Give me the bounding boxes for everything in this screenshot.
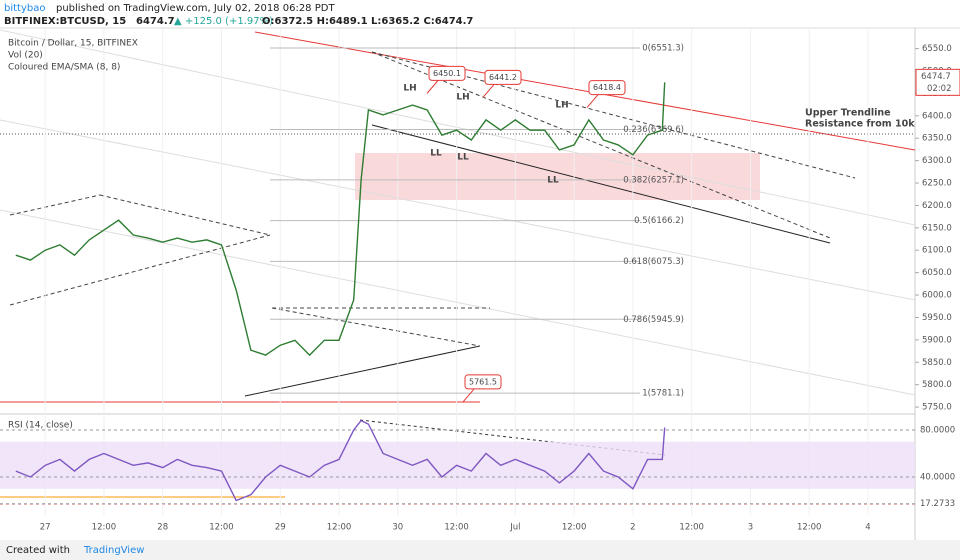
- y-tick-label: 5750.0: [922, 403, 952, 413]
- callout-pointer: [426, 79, 440, 94]
- trendline-label: Resistance from 10k: [805, 119, 915, 130]
- y-tick-label: 6200.0: [922, 201, 952, 211]
- x-tick-label: Jul: [509, 523, 520, 533]
- swing-label: LL: [457, 153, 469, 163]
- trendline: [99, 194, 271, 236]
- x-tick-label: 3: [748, 523, 753, 533]
- callout-label: 6418.4: [593, 83, 621, 92]
- rsi-title: RSI (14, close): [8, 421, 73, 431]
- zone: [355, 153, 760, 200]
- price-line: [15, 419, 666, 502]
- last-price-box: [915, 68, 960, 96]
- swing-label: LL: [547, 176, 559, 186]
- callout: [464, 374, 502, 390]
- callout-label: 5761.5: [469, 377, 497, 386]
- callout: [484, 69, 522, 85]
- x-tick-label: 12:00: [92, 523, 117, 533]
- legend-entry: Bitcoin / Dollar, 15, BITFINEX: [8, 39, 138, 49]
- price-line: [15, 82, 666, 357]
- y-tick-label: 6250.0: [922, 179, 952, 189]
- fib-label: 0.786(5945.9): [623, 315, 684, 325]
- y-tick-label: 5800.0: [922, 380, 952, 390]
- x-tick-label: 12:00: [209, 523, 234, 533]
- trendline: [371, 124, 831, 244]
- swing-label: LH: [555, 101, 568, 111]
- fib-label: 1(5781.1): [642, 389, 684, 399]
- channel: [0, 209, 916, 396]
- y-tick-label: 6400.0: [922, 111, 952, 121]
- swing-label: LL: [430, 149, 442, 159]
- legend-entry: Coloured EMA/SMA (8, 8): [8, 63, 120, 73]
- fib-label: 0.618(6075.3): [623, 257, 684, 267]
- x-tick-label: 28: [157, 523, 168, 533]
- trendline: [371, 51, 856, 179]
- y-tick-label: 5850.0: [922, 358, 952, 368]
- swing-label: LH: [403, 84, 416, 94]
- y-tick-label: 6300.0: [922, 156, 952, 166]
- ohlc: O:6372.5 H:6489.1 L:6365.2 C:6474.7: [262, 16, 473, 27]
- trendline: [254, 31, 916, 151]
- y-tick-label: 40.0000: [920, 473, 955, 483]
- last: 6474.7: [136, 16, 175, 27]
- x-tick-label: 12:00: [679, 523, 704, 533]
- y-tick-label: 6050.0: [922, 268, 952, 278]
- footer-brand: TradingView: [83, 545, 144, 556]
- callout: [428, 65, 466, 81]
- x-tick-label: 12:00: [327, 523, 352, 533]
- x-tick-label: 12:00: [562, 523, 587, 533]
- fib-label: 0.5(6166.2): [634, 216, 684, 226]
- last-price: 6474.7: [921, 72, 951, 82]
- fib-label: 0.382(6257.1): [623, 175, 684, 185]
- trendline: [244, 345, 481, 397]
- callout-pointer: [482, 83, 496, 98]
- callout-label: 6441.2: [489, 73, 517, 82]
- trendline: [9, 234, 271, 306]
- y-tick-label: 6100.0: [922, 246, 952, 256]
- y-tick-label: 5900.0: [922, 335, 952, 345]
- trendline: [271, 307, 481, 347]
- trendline: [9, 194, 101, 216]
- callout-pointer: [462, 387, 476, 403]
- footer-bar: [0, 540, 960, 560]
- x-tick-label: 12:00: [797, 523, 822, 533]
- user: bittybao: [4, 3, 45, 14]
- y-tick-label: 80.0000: [920, 425, 955, 435]
- y-tick-label: 6000.0: [922, 291, 952, 301]
- swing-label: LH: [456, 93, 469, 103]
- x-tick-label: 30: [392, 523, 403, 533]
- fib-label: 0.236(6369.6): [623, 125, 684, 135]
- x-tick-label: 4: [865, 523, 870, 533]
- x-tick-label: 27: [40, 523, 51, 533]
- x-tick-label: 2: [630, 523, 635, 533]
- y-tick-label: 6550.0: [922, 44, 952, 54]
- fib-label: 0(6551.3): [642, 44, 684, 54]
- y-tick-label: 17.2733: [920, 499, 955, 509]
- published: published on TradingView.com, July 02, 2…: [56, 3, 335, 14]
- channel: [0, 119, 916, 301]
- symbol: BITFINEX:BTCUSD, 15: [4, 16, 126, 27]
- callout-label: 6450.1: [433, 69, 461, 78]
- channel: [0, 29, 916, 226]
- legend-entry: Vol (20): [8, 51, 43, 61]
- change: ▲ +125.0 (+1.97%): [174, 16, 273, 27]
- footer-text: Created with: [6, 545, 70, 556]
- countdown: 02:02: [927, 84, 952, 94]
- trendline-label: Upper Trendline: [805, 108, 891, 119]
- trendline: [371, 51, 831, 239]
- y-tick-label: 6350.0: [922, 134, 952, 144]
- x-tick-label: 29: [275, 523, 286, 533]
- callout: [588, 80, 626, 96]
- callout-pointer: [586, 93, 600, 108]
- y-tick-label: 6150.0: [922, 223, 952, 233]
- y-tick-label: 5950.0: [922, 313, 952, 323]
- x-tick-label: 12:00: [444, 523, 469, 533]
